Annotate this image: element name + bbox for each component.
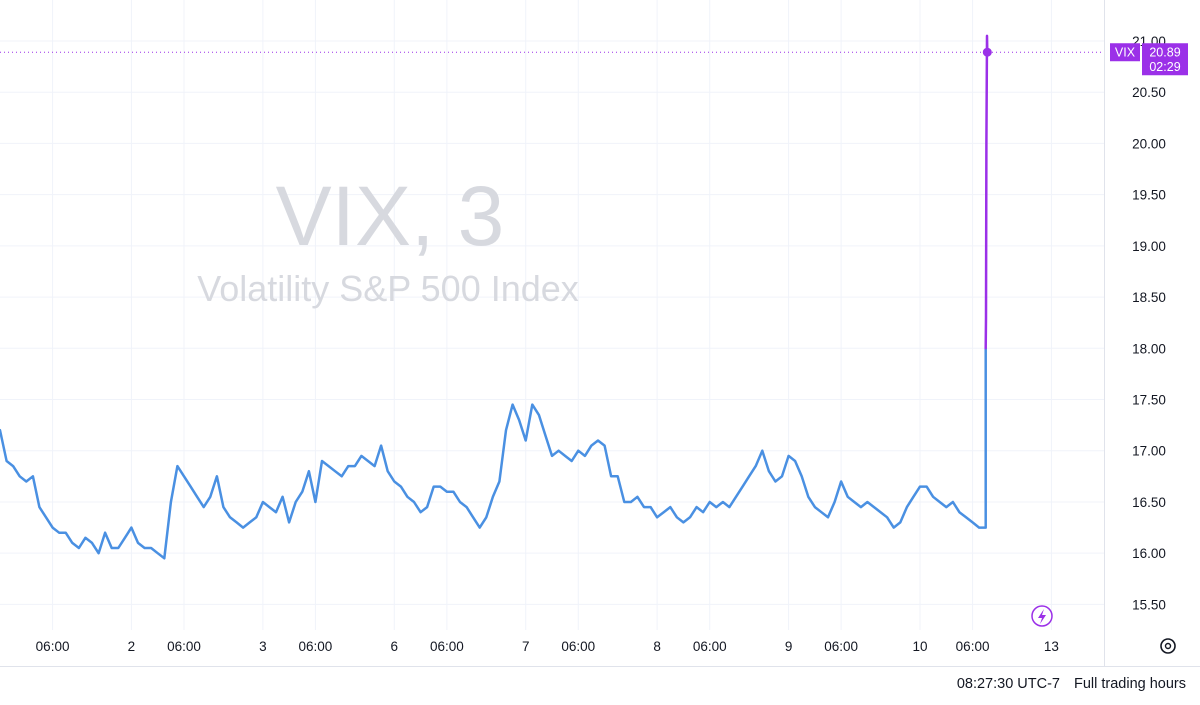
- lightning-icon[interactable]: [1031, 605, 1053, 627]
- chart-watermark: VIX, 3 Volatility S&P 500 Index: [197, 169, 579, 309]
- footer-bar: 08:27:30 UTC-7 Full trading hours: [0, 666, 1200, 705]
- y-tick-label: 15.50: [1132, 597, 1166, 612]
- y-axis: 15.50 16.00 16.50 17.00 17.50 18.00 18.50 19.00…: [1132, 34, 1166, 612]
- y-tick-label: 20.50: [1132, 85, 1166, 100]
- x-tick-label: 06:00: [299, 639, 333, 654]
- y-tick-label: 18.50: [1132, 290, 1166, 305]
- tag-value-bg: [1142, 43, 1188, 76]
- y-tick-label: 18.00: [1132, 341, 1166, 356]
- series-layer: [0, 34, 1104, 560]
- session-mode[interactable]: Full trading hours: [1073, 676, 1186, 692]
- last-price-tag: VIX 20.89 02:29: [1110, 43, 1188, 76]
- x-tick-label: 7: [522, 639, 530, 654]
- x-tick-label: 06:00: [956, 639, 990, 654]
- y-tick-label: 19.50: [1132, 188, 1166, 203]
- x-tick-label: 06:00: [430, 639, 464, 654]
- gear-icon[interactable]: [1160, 638, 1176, 654]
- x-tick-label: 10: [912, 639, 927, 654]
- y-tick-label: 16.00: [1132, 546, 1166, 561]
- y-tick-label: 19.00: [1132, 239, 1166, 254]
- x-tick-label: 13: [1044, 639, 1059, 654]
- tag-symbol: VIX: [1115, 46, 1136, 60]
- x-tick-label: 06:00: [693, 639, 727, 654]
- x-tick-label: 2: [128, 639, 136, 654]
- vix-chart[interactable]: VIX, 3 Volatility S&P 500 Index 15.50 16.…: [0, 0, 1200, 666]
- grid: [0, 0, 1105, 666]
- watermark-subtitle: Volatility S&P 500 Index: [197, 268, 579, 309]
- tag-last-value: 20.89: [1149, 46, 1180, 60]
- x-tick-label: 8: [653, 639, 661, 654]
- tag-symbol-bg: [1110, 43, 1140, 62]
- x-tick-label: 06:00: [167, 639, 201, 654]
- timezone-clock[interactable]: 08:27:30 UTC-7: [956, 676, 1060, 692]
- x-tick-label: 06:00: [36, 639, 70, 654]
- series-line-0: [0, 347, 987, 560]
- x-axis: 06:00 2 06:00 3 06:00 6 06:00 7 06:00 8 06:00 9 06:0…: [36, 639, 1059, 654]
- tag-countdown: 02:29: [1149, 60, 1180, 74]
- last-price-dot: [982, 47, 992, 57]
- x-tick-label: 3: [259, 639, 267, 654]
- y-tick-label: 17.50: [1132, 393, 1166, 408]
- x-tick-label: 6: [391, 639, 399, 654]
- x-tick-label: 9: [785, 639, 793, 654]
- watermark-title: VIX, 3: [276, 169, 505, 263]
- y-tick-label: 16.50: [1132, 495, 1166, 510]
- x-tick-label: 06:00: [561, 639, 595, 654]
- x-tick-label: 06:00: [824, 639, 858, 654]
- y-tick-label: 17.00: [1132, 444, 1166, 459]
- y-tick-label: 20.00: [1132, 136, 1166, 151]
- series-line-1: [984, 34, 989, 350]
